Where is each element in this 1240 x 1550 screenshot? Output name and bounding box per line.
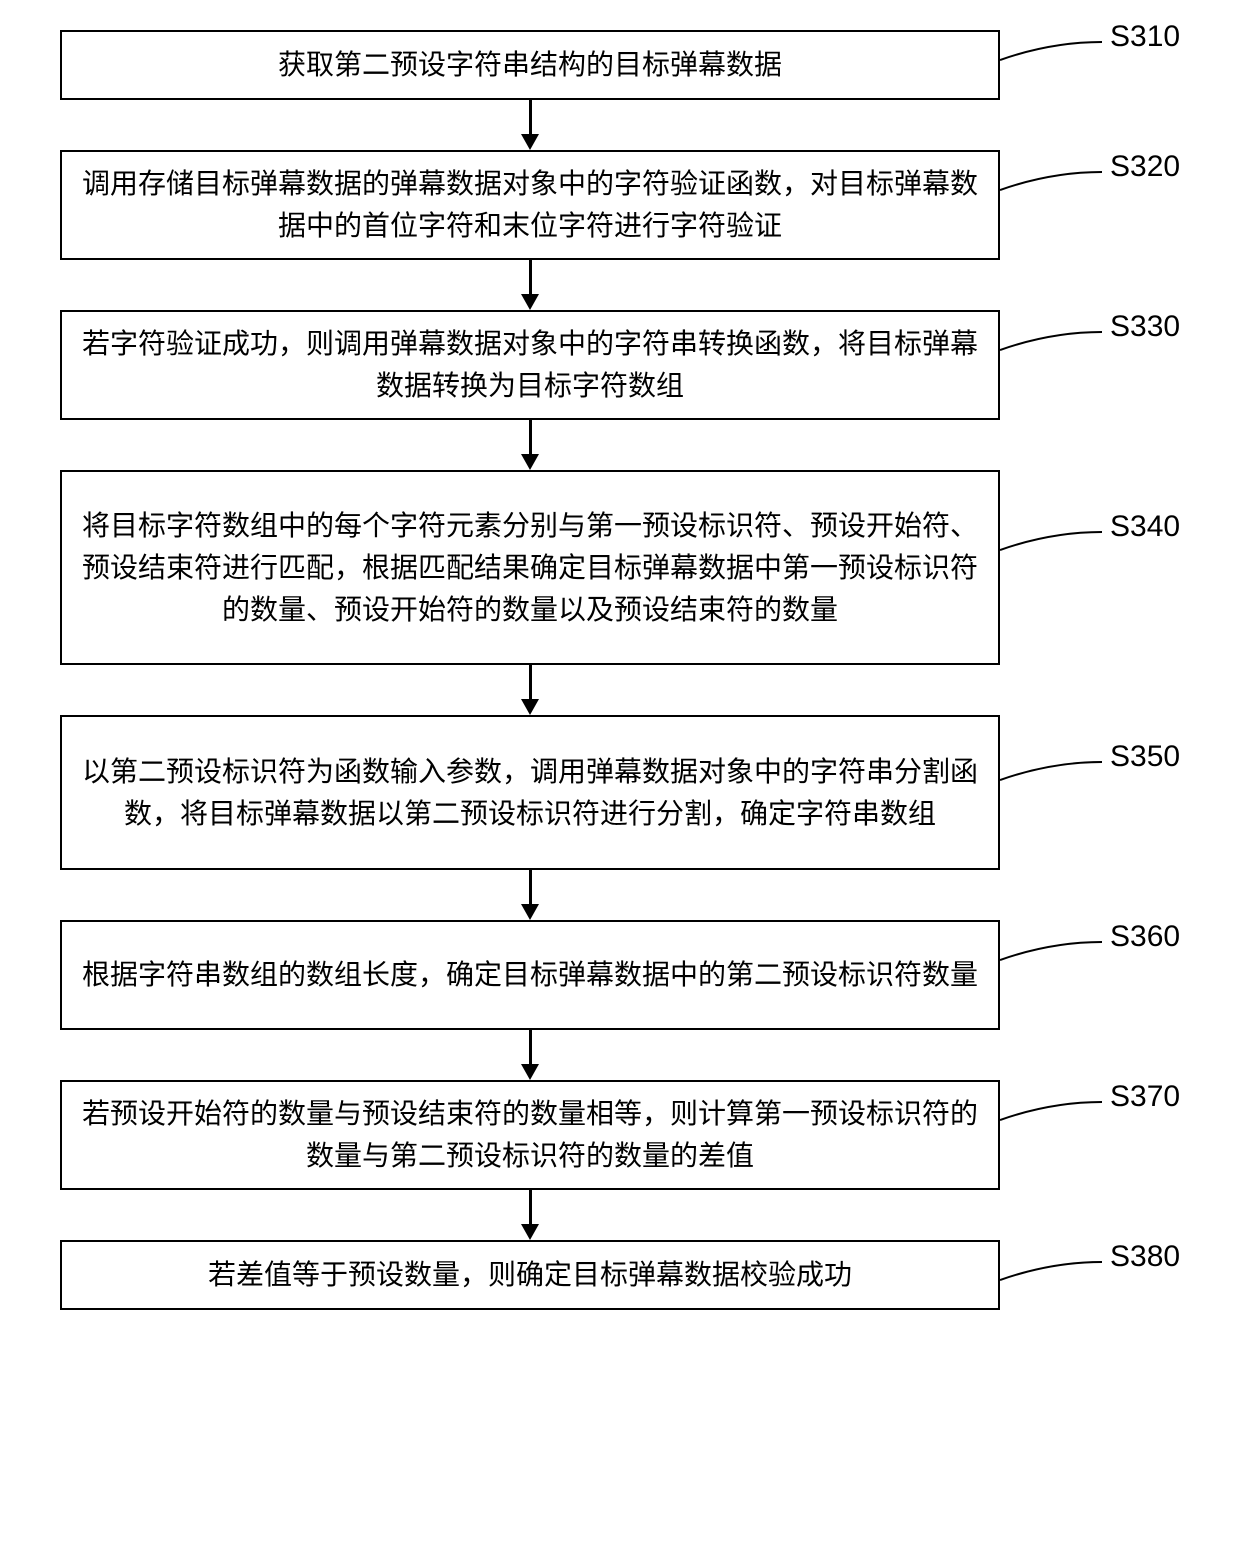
arrow-line (529, 100, 532, 136)
step-text: 将目标字符数组中的每个字符元素分别与第一预设标识符、预设开始符、预设结束符进行匹… (82, 505, 978, 631)
arrow-line (529, 1190, 532, 1226)
arrow-head-icon (521, 699, 539, 715)
step-text: 根据字符串数组的数组长度，确定目标弹幕数据中的第二预设标识符数量 (82, 954, 978, 996)
lead-curve (1000, 758, 1102, 784)
step-label-s350: S350 (1110, 740, 1180, 774)
arrow-head-icon (521, 454, 539, 470)
lead-curve (1000, 38, 1102, 64)
step-box-s360: 根据字符串数组的数组长度，确定目标弹幕数据中的第二预设标识符数量 (60, 920, 1000, 1030)
step-label-s380: S380 (1110, 1240, 1180, 1274)
step-label-s330: S330 (1110, 310, 1180, 344)
step-box-s370: 若预设开始符的数量与预设结束符的数量相等，则计算第一预设标识符的数量与第二预设标… (60, 1080, 1000, 1190)
arrow-head-icon (521, 1064, 539, 1080)
step-box-s350: 以第二预设标识符为函数输入参数，调用弹幕数据对象中的字符串分割函数，将目标弹幕数… (60, 715, 1000, 870)
step-label-s310: S310 (1110, 20, 1180, 54)
lead-curve (1000, 328, 1102, 354)
step-label-s320: S320 (1110, 150, 1180, 184)
step-label-s360: S360 (1110, 920, 1180, 954)
step-text: 获取第二预设字符串结构的目标弹幕数据 (278, 44, 782, 86)
step-text: 若预设开始符的数量与预设结束符的数量相等，则计算第一预设标识符的数量与第二预设标… (82, 1093, 978, 1177)
step-box-s330: 若字符验证成功，则调用弹幕数据对象中的字符串转换函数，将目标弹幕数据转换为目标字… (60, 310, 1000, 420)
step-label-s340: S340 (1110, 510, 1180, 544)
step-text: 若字符验证成功，则调用弹幕数据对象中的字符串转换函数，将目标弹幕数据转换为目标字… (82, 323, 978, 407)
arrow-head-icon (521, 1224, 539, 1240)
step-box-s340: 将目标字符数组中的每个字符元素分别与第一预设标识符、预设开始符、预设结束符进行匹… (60, 470, 1000, 665)
arrow-head-icon (521, 904, 539, 920)
step-text: 以第二预设标识符为函数输入参数，调用弹幕数据对象中的字符串分割函数，将目标弹幕数… (82, 751, 978, 835)
lead-curve (1000, 528, 1102, 554)
arrow-head-icon (521, 134, 539, 150)
step-box-s310: 获取第二预设字符串结构的目标弹幕数据 (60, 30, 1000, 100)
arrow-line (529, 1030, 532, 1066)
flowchart-canvas: { "layout": { "canvas_width": 1240, "can… (0, 0, 1240, 1550)
arrow-line (529, 260, 532, 296)
arrow-line (529, 420, 532, 456)
step-text: 若差值等于预设数量，则确定目标弹幕数据校验成功 (208, 1254, 852, 1296)
lead-curve (1000, 1098, 1102, 1124)
lead-curve (1000, 168, 1102, 194)
arrow-head-icon (521, 294, 539, 310)
arrow-line (529, 870, 532, 906)
step-label-s370: S370 (1110, 1080, 1180, 1114)
step-box-s320: 调用存储目标弹幕数据的弹幕数据对象中的字符验证函数，对目标弹幕数据中的首位字符和… (60, 150, 1000, 260)
lead-curve (1000, 1258, 1102, 1284)
step-text: 调用存储目标弹幕数据的弹幕数据对象中的字符验证函数，对目标弹幕数据中的首位字符和… (82, 163, 978, 247)
arrow-line (529, 665, 532, 701)
lead-curve (1000, 938, 1102, 964)
step-box-s380: 若差值等于预设数量，则确定目标弹幕数据校验成功 (60, 1240, 1000, 1310)
